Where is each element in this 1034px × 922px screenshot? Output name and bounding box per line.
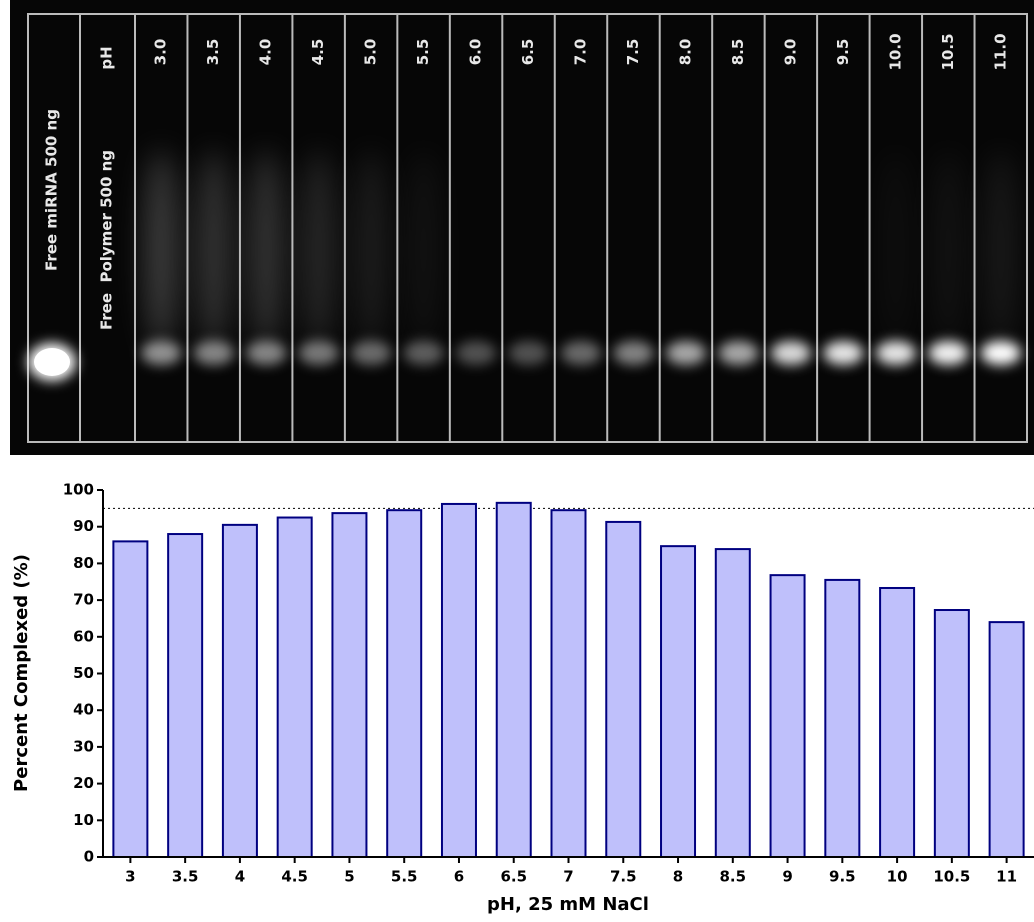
smear: [355, 150, 388, 350]
band: [980, 341, 1021, 365]
x-tick-label: 9.5: [829, 868, 856, 886]
bar: [660, 545, 697, 858]
lane-label: 7.5: [624, 39, 642, 66]
y-tick-label: 60: [73, 627, 94, 645]
smear: [145, 150, 178, 350]
band: [665, 341, 706, 365]
band: [351, 341, 392, 365]
bar: [550, 509, 587, 858]
y-axis-label: Percent Complexed (%): [11, 554, 32, 792]
smear: [407, 150, 440, 350]
lane-label: 8.0: [676, 39, 694, 66]
bar: [988, 621, 1025, 858]
x-tick-label: 4.5: [281, 868, 308, 886]
bar: [221, 523, 258, 858]
lane-label: 5.5: [414, 39, 432, 66]
bar: [440, 502, 477, 858]
gel-background: [10, 0, 1034, 455]
band: [718, 341, 759, 365]
gel-label: pH: [98, 46, 116, 69]
band: [508, 341, 549, 365]
lane-label: 6.0: [467, 39, 485, 66]
x-tick-label: 10: [887, 868, 908, 886]
smear: [250, 150, 283, 350]
y-tick-label: 90: [73, 517, 94, 535]
bar: [167, 533, 204, 858]
band: [561, 341, 601, 365]
x-tick-label: 5: [344, 868, 354, 886]
bar: [714, 548, 751, 858]
band: [823, 341, 864, 365]
band: [141, 341, 182, 365]
band: [298, 341, 339, 365]
band: [928, 341, 969, 365]
bar: [495, 501, 532, 858]
band: [770, 341, 811, 365]
bar: [331, 512, 368, 858]
lane-label: 9.0: [781, 39, 799, 66]
lane-label: 5.0: [362, 39, 380, 66]
band: [613, 341, 654, 365]
band: [403, 341, 444, 365]
smear: [932, 150, 965, 350]
lane-label: 8.5: [729, 39, 747, 66]
lane-label: 10.5: [939, 33, 957, 70]
y-tick-label: 10: [73, 811, 94, 829]
bar: [879, 586, 916, 858]
y-tick-label: 80: [73, 554, 94, 572]
y-tick-label: 20: [73, 774, 94, 792]
bar: [933, 609, 970, 858]
bar: [276, 516, 313, 859]
x-tick-label: 9: [782, 868, 792, 886]
lane-label: 10.0: [886, 33, 904, 70]
bar: [824, 578, 861, 858]
lane-label: 3.5: [204, 39, 222, 66]
band: [193, 341, 234, 365]
smear: [879, 150, 912, 350]
x-tick-label: 7.5: [610, 868, 637, 886]
y-tick-label: 100: [63, 481, 94, 499]
bar: [605, 520, 642, 859]
lane-label: 3.0: [152, 39, 170, 66]
lane-label: 9.5: [834, 39, 852, 66]
y-tick-label: 50: [73, 664, 94, 682]
y-tick-label: 30: [73, 737, 94, 755]
x-tick-label: 6.5: [500, 868, 527, 886]
lane-label: 6.5: [519, 39, 537, 66]
gel-label: Free Polymer 500 ng: [98, 150, 116, 330]
y-tick-label: 0: [84, 848, 94, 866]
x-tick-label: 8.5: [720, 868, 747, 886]
mirna-band-core: [34, 348, 70, 376]
band: [875, 341, 916, 365]
gel-label: Free miRNA 500 ng: [43, 109, 61, 271]
x-tick-label: 3: [125, 868, 135, 886]
band: [246, 341, 287, 365]
x-tick-label: 5.5: [391, 868, 418, 886]
y-tick-label: 70: [73, 591, 94, 609]
x-tick-label: 3.5: [172, 868, 199, 886]
lane-label: 4.0: [257, 39, 275, 66]
x-tick-label: 11: [996, 868, 1017, 886]
x-tick-label: 8: [673, 868, 683, 886]
smear: [197, 150, 230, 350]
y-tick-label: 40: [73, 701, 94, 719]
x-axis-label: pH, 25 mM NaCl: [487, 894, 649, 915]
bar: [386, 509, 423, 858]
x-tick-label: 4: [235, 868, 245, 886]
gel-frame: [27, 13, 1028, 443]
lane-label: 7.0: [572, 39, 590, 66]
smear: [302, 150, 335, 350]
bar: [112, 540, 149, 858]
lane-label: 4.5: [309, 39, 327, 66]
bar: [769, 574, 806, 858]
x-tick-label: 10.5: [933, 868, 970, 886]
lane-label: 11.0: [991, 33, 1009, 70]
x-tick-label: 7: [563, 868, 573, 886]
smear: [984, 150, 1017, 350]
band: [456, 341, 497, 365]
x-tick-label: 6: [454, 868, 464, 886]
